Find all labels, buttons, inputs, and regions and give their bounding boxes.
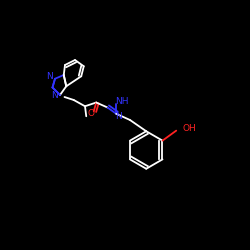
Text: OH: OH <box>182 124 196 133</box>
Text: NH: NH <box>115 97 128 106</box>
Text: N: N <box>116 112 122 121</box>
Text: O: O <box>87 109 94 118</box>
Text: N: N <box>52 91 59 100</box>
Text: N: N <box>46 72 53 81</box>
